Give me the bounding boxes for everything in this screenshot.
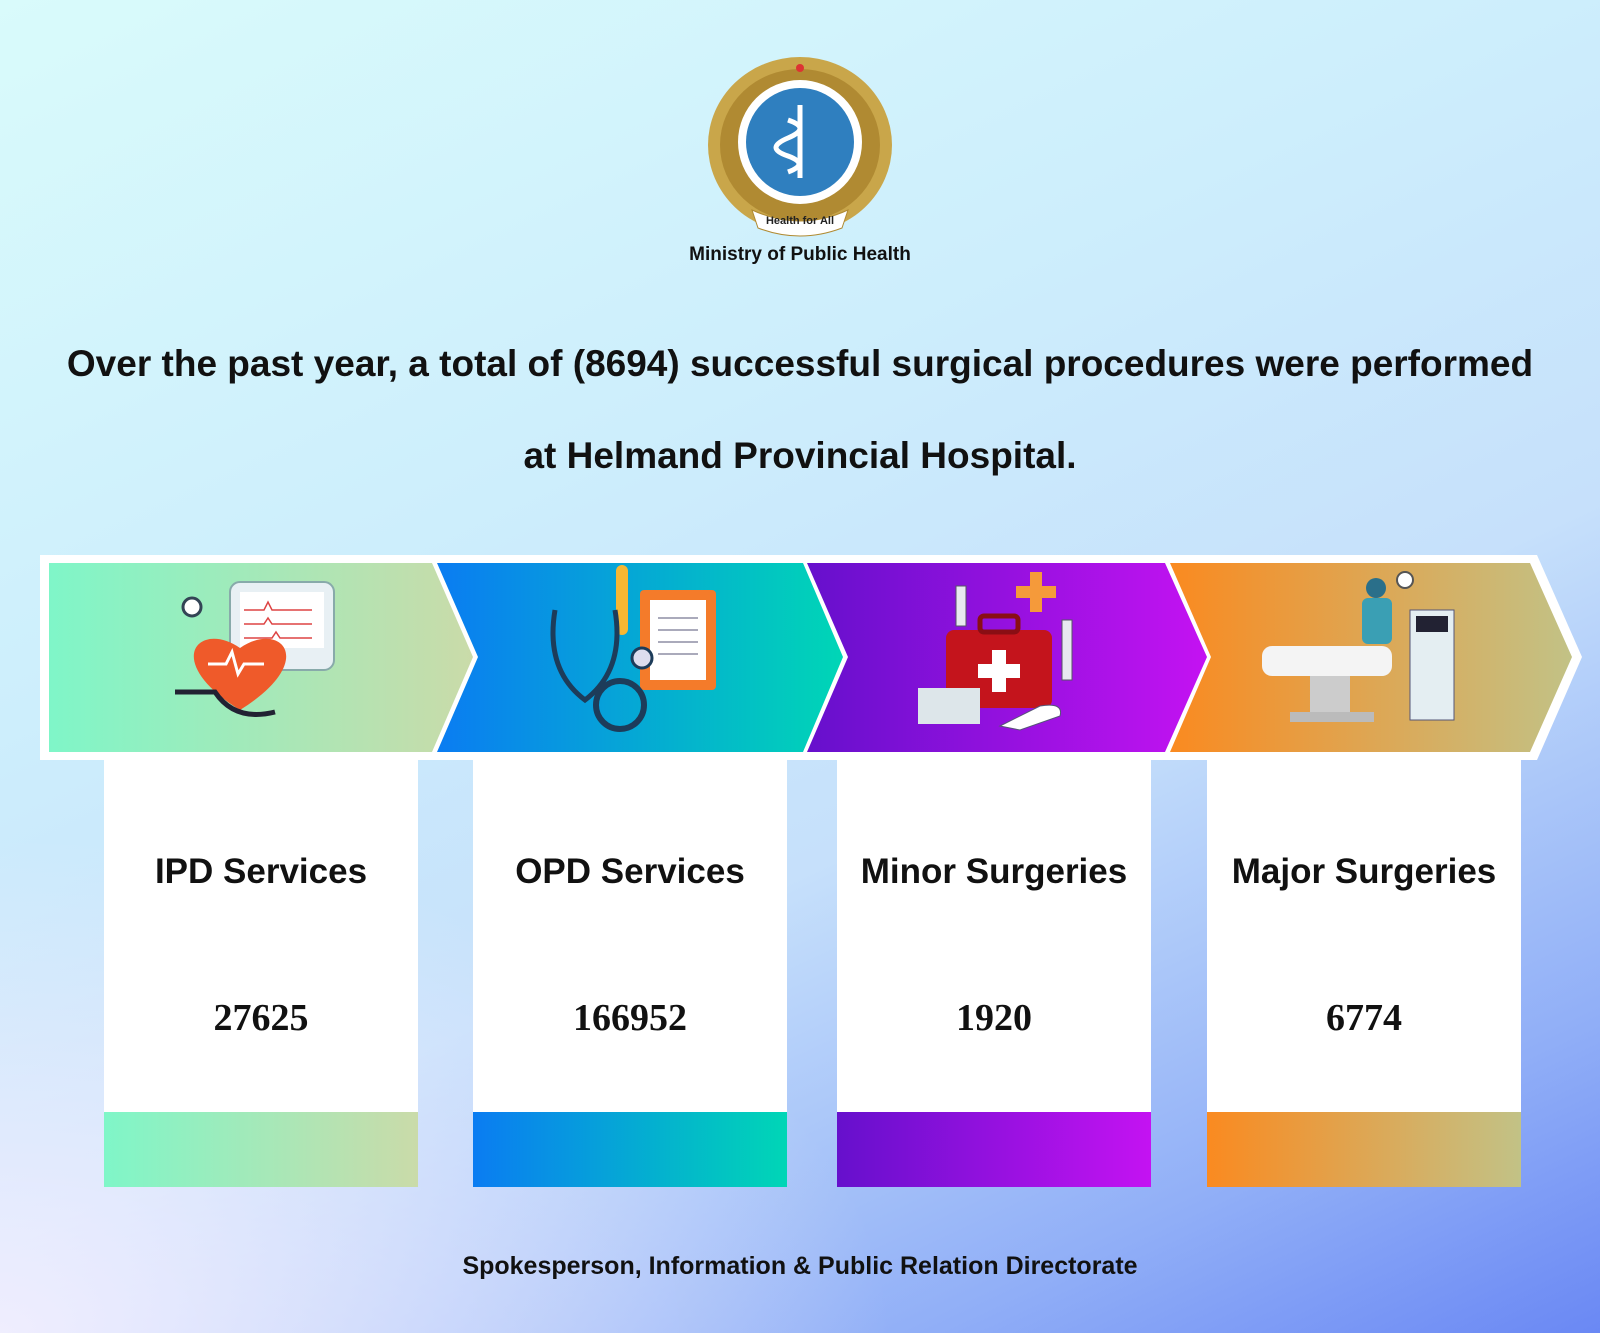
card-value: 27625 — [213, 997, 309, 1039]
stethoscope-icon — [550, 565, 716, 732]
card-value: 6774 — [1326, 997, 1402, 1039]
ministry-logo: Health for All — [708, 57, 892, 237]
stat-card: OPD Services 166952 — [473, 760, 787, 1187]
headline: Over the past year, a total of (8694) su… — [66, 343, 1534, 476]
motto: Health for All — [766, 215, 834, 227]
card-label: Minor Surgeries — [860, 852, 1128, 891]
card-band — [104, 1112, 418, 1187]
stat-card: IPD Services 27625 — [104, 760, 418, 1187]
card-label: OPD Services — [515, 852, 745, 891]
ribbon — [751, 209, 849, 237]
card-band — [1207, 1112, 1521, 1187]
surgery-icon — [1262, 571, 1455, 722]
card-label: IPD Services — [154, 852, 368, 891]
crescent — [796, 64, 804, 72]
first-aid-icon — [918, 572, 1073, 731]
card-value: 166952 — [573, 997, 687, 1039]
card-band — [837, 1112, 1151, 1187]
organization-name: Ministry of Public Health — [689, 244, 911, 265]
caduceus — [773, 105, 803, 178]
service-arrows — [40, 555, 1582, 760]
card-value: 1920 — [956, 997, 1032, 1039]
heart-monitor-icon — [175, 581, 335, 717]
card-label: Major Surgeries — [1231, 852, 1497, 891]
footer: Spokesperson, Information & Public Relat… — [462, 1252, 1138, 1280]
card-band — [473, 1112, 787, 1187]
stat-card: Major Surgeries 6774 — [1207, 760, 1521, 1187]
stat-card: Minor Surgeries 1920 — [837, 760, 1151, 1187]
